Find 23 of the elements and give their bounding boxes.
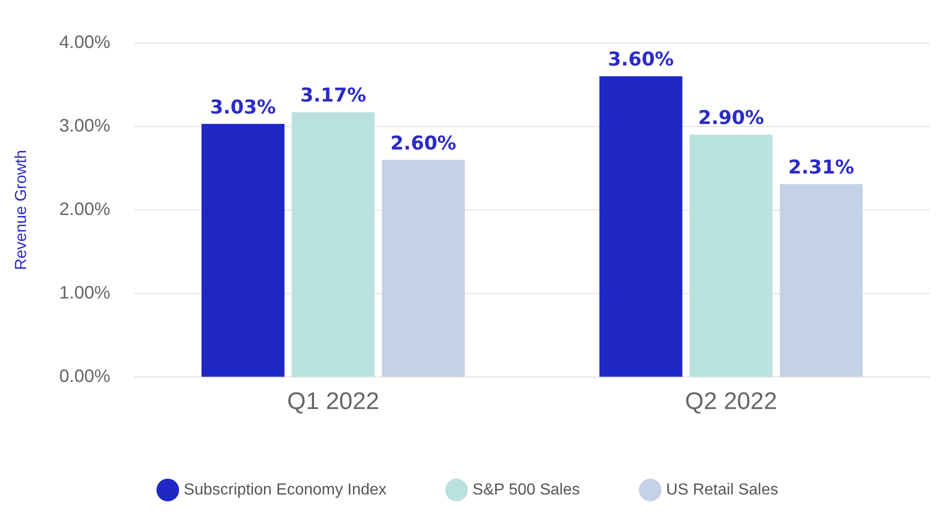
data-label: 2.60% — [390, 132, 456, 154]
bar — [690, 134, 773, 377]
data-label: 3.60% — [608, 48, 674, 71]
y-tick-label: 4.00% — [59, 32, 110, 52]
data-label: 2.90% — [698, 107, 764, 130]
y-tick-label: 0.00% — [59, 366, 110, 386]
x-tick-label: Q1 2022 — [287, 388, 380, 416]
y-tick-label: 1.00% — [59, 282, 110, 303]
data-label: 3.17% — [300, 84, 366, 107]
bar — [599, 76, 682, 377]
legend-label: S&P 500 Sales — [472, 481, 580, 498]
bar — [780, 184, 863, 377]
legend-label: US Retail Sales — [666, 481, 778, 498]
data-label: 3.03% — [210, 96, 276, 118]
y-tick-label: 3.00% — [59, 115, 110, 136]
y-axis-title: Revenue Growth — [13, 150, 30, 270]
data-label: 2.31% — [788, 156, 854, 179]
x-tick-label: Q2 2022 — [685, 388, 778, 416]
bar — [202, 124, 284, 377]
legend-label: Subscription Economy Index — [184, 481, 387, 498]
bar — [382, 160, 465, 377]
bar — [292, 112, 375, 377]
y-tick-label: 2.00% — [59, 198, 110, 219]
